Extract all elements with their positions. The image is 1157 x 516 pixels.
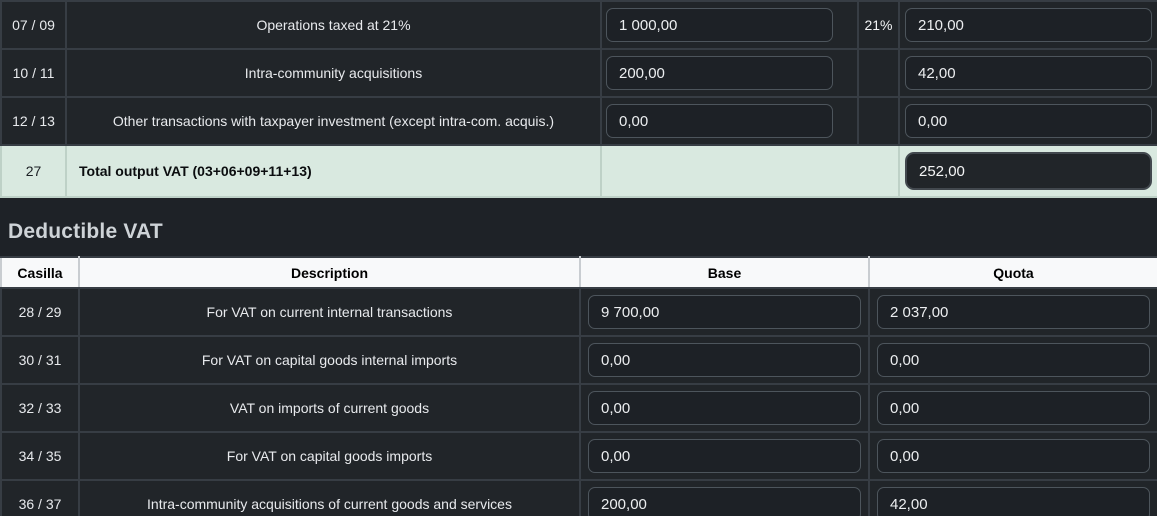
vat-rate-label <box>857 48 900 98</box>
quota-cell <box>868 431 1157 481</box>
column-header-quota: Quota <box>868 256 1157 289</box>
deductible-vat-heading: Deductible VAT <box>8 220 163 243</box>
table-row: 12 / 13 Other transactions with taxpayer… <box>0 96 1157 146</box>
base-cell <box>600 0 859 50</box>
table-row: 30 / 31 For VAT on capital goods interna… <box>0 335 1157 385</box>
table-header-row: Casilla Description Base Quota <box>0 256 1157 289</box>
quota-cell <box>898 0 1157 50</box>
row-description: For VAT on capital goods imports <box>78 431 581 481</box>
quota-cell <box>898 96 1157 146</box>
quota-input[interactable] <box>905 56 1152 90</box>
row-description: For VAT on current internal transactions <box>78 287 581 337</box>
quota-input[interactable] <box>877 295 1150 329</box>
base-cell <box>579 287 870 337</box>
quota-input[interactable] <box>877 439 1150 473</box>
total-row-description: Total output VAT (03+06+09+11+13) <box>65 144 602 198</box>
table-row: 28 / 29 For VAT on current internal tran… <box>0 287 1157 337</box>
row-description: Other transactions with taxpayer investm… <box>65 96 602 146</box>
vat-rate-label <box>857 96 900 146</box>
casilla-code: 27 <box>0 144 67 198</box>
column-header-casilla: Casilla <box>0 256 80 289</box>
base-cell <box>579 383 870 433</box>
quota-input[interactable] <box>905 104 1152 138</box>
quota-input[interactable] <box>905 8 1152 42</box>
output-vat-table: 07 / 09 Operations taxed at 21% 21% 10 /… <box>0 0 1157 198</box>
table-row: 36 / 37 Intra-community acquisitions of … <box>0 479 1157 516</box>
quota-cell <box>868 335 1157 385</box>
casilla-code: 10 / 11 <box>0 48 67 98</box>
base-cell <box>600 96 859 146</box>
base-cell <box>579 479 870 516</box>
quota-cell <box>868 383 1157 433</box>
table-row: 10 / 11 Intra-community acquisitions <box>0 48 1157 98</box>
table-row: 07 / 09 Operations taxed at 21% 21% <box>0 0 1157 50</box>
base-input[interactable] <box>606 56 833 90</box>
quota-cell <box>868 479 1157 516</box>
casilla-code: 28 / 29 <box>0 287 80 337</box>
base-cell <box>579 335 870 385</box>
total-output-vat-row: 27 Total output VAT (03+06+09+11+13) <box>0 144 1157 198</box>
row-description: For VAT on capital goods internal import… <box>78 335 581 385</box>
row-description: Intra-community acquisitions of current … <box>78 479 581 516</box>
quota-input[interactable] <box>877 343 1150 377</box>
quota-cell <box>898 48 1157 98</box>
base-input[interactable] <box>606 8 833 42</box>
quota-input[interactable] <box>877 487 1150 516</box>
base-cell <box>579 431 870 481</box>
total-output-vat-input[interactable] <box>905 152 1152 190</box>
total-quota-cell <box>898 144 1157 198</box>
casilla-code: 30 / 31 <box>0 335 80 385</box>
column-header-base: Base <box>579 256 870 289</box>
base-input[interactable] <box>606 104 833 138</box>
table-row: 34 / 35 For VAT on capital goods imports <box>0 431 1157 481</box>
column-header-description: Description <box>78 256 581 289</box>
total-row-spacer <box>600 144 900 198</box>
base-cell <box>600 48 859 98</box>
row-description: Operations taxed at 21% <box>65 0 602 50</box>
casilla-code: 34 / 35 <box>0 431 80 481</box>
casilla-code: 07 / 09 <box>0 0 67 50</box>
casilla-code: 36 / 37 <box>0 479 80 516</box>
deductible-vat-table: Casilla Description Base Quota 28 / 29 F… <box>0 256 1157 516</box>
quota-input[interactable] <box>877 391 1150 425</box>
base-input[interactable] <box>588 343 861 377</box>
vat-rate-label: 21% <box>857 0 900 50</box>
quota-cell <box>868 287 1157 337</box>
table-row: 32 / 33 VAT on imports of current goods <box>0 383 1157 433</box>
base-input[interactable] <box>588 295 861 329</box>
casilla-code: 12 / 13 <box>0 96 67 146</box>
base-input[interactable] <box>588 487 861 516</box>
base-input[interactable] <box>588 439 861 473</box>
row-description: Intra-community acquisitions <box>65 48 602 98</box>
casilla-code: 32 / 33 <box>0 383 80 433</box>
base-input[interactable] <box>588 391 861 425</box>
row-description: VAT on imports of current goods <box>78 383 581 433</box>
